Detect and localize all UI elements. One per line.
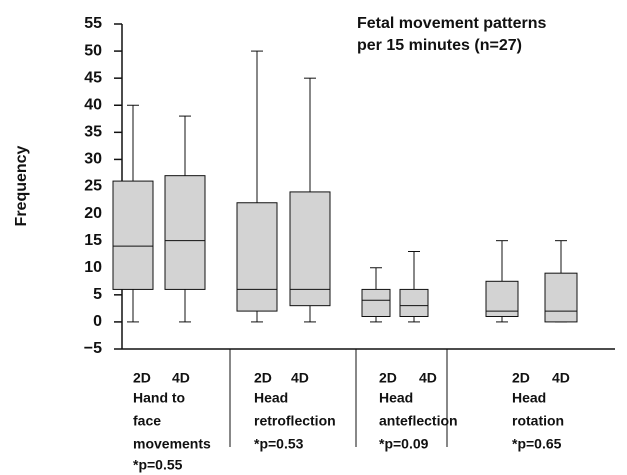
y-tick-label: 35 [84, 124, 102, 141]
box [544, 272, 578, 323]
y-tick-label: 50 [84, 42, 102, 59]
x-tick-label: 4D [419, 370, 437, 386]
p-value: *p=0.65 [512, 436, 562, 452]
group-label: retroflection [254, 413, 336, 429]
y-tick-label: −5 [84, 340, 102, 357]
box [361, 288, 391, 317]
group-label: face [133, 413, 161, 429]
y-tick-label: 0 [93, 313, 102, 330]
y-axis-label: Frequency [13, 145, 30, 226]
y-tick-label: 55 [84, 15, 102, 32]
group-label: movements [133, 436, 211, 452]
x-tick-label: 2D [254, 370, 272, 386]
x-tick-label: 2D [133, 370, 151, 386]
x-tick-label: 2D [512, 370, 530, 386]
group-label: rotation [512, 413, 564, 429]
y-tick-label: 20 [84, 205, 102, 222]
p-value: *p=0.09 [379, 436, 429, 452]
box [164, 175, 206, 290]
group-label: Head [254, 390, 288, 406]
box [289, 191, 331, 307]
group-label: Head [379, 390, 413, 406]
p-value: *p=0.55 [133, 457, 183, 473]
p-value: *p=0.53 [254, 436, 304, 452]
box [112, 180, 154, 290]
chart-title: Fetal movement patterns [357, 15, 546, 32]
y-tick-label: 5 [93, 286, 102, 303]
y-tick-label: 30 [84, 151, 102, 168]
chart-title: per 15 minutes (n=27) [357, 37, 522, 54]
x-tick-label: 4D [291, 370, 309, 386]
y-tick-label: 10 [84, 259, 102, 276]
y-tick-label: 45 [84, 69, 102, 86]
group-label: Head [512, 390, 546, 406]
x-tick-label: 2D [379, 370, 397, 386]
group-label: Hand to [133, 390, 185, 406]
box [236, 202, 278, 312]
x-tick-label: 4D [172, 370, 190, 386]
y-tick-label: 40 [84, 96, 102, 113]
y-tick-label: 15 [84, 232, 102, 249]
y-tick-label: 25 [84, 178, 102, 195]
box [399, 288, 429, 317]
x-tick-label: 4D [552, 370, 570, 386]
group-label: anteflection [379, 413, 458, 429]
